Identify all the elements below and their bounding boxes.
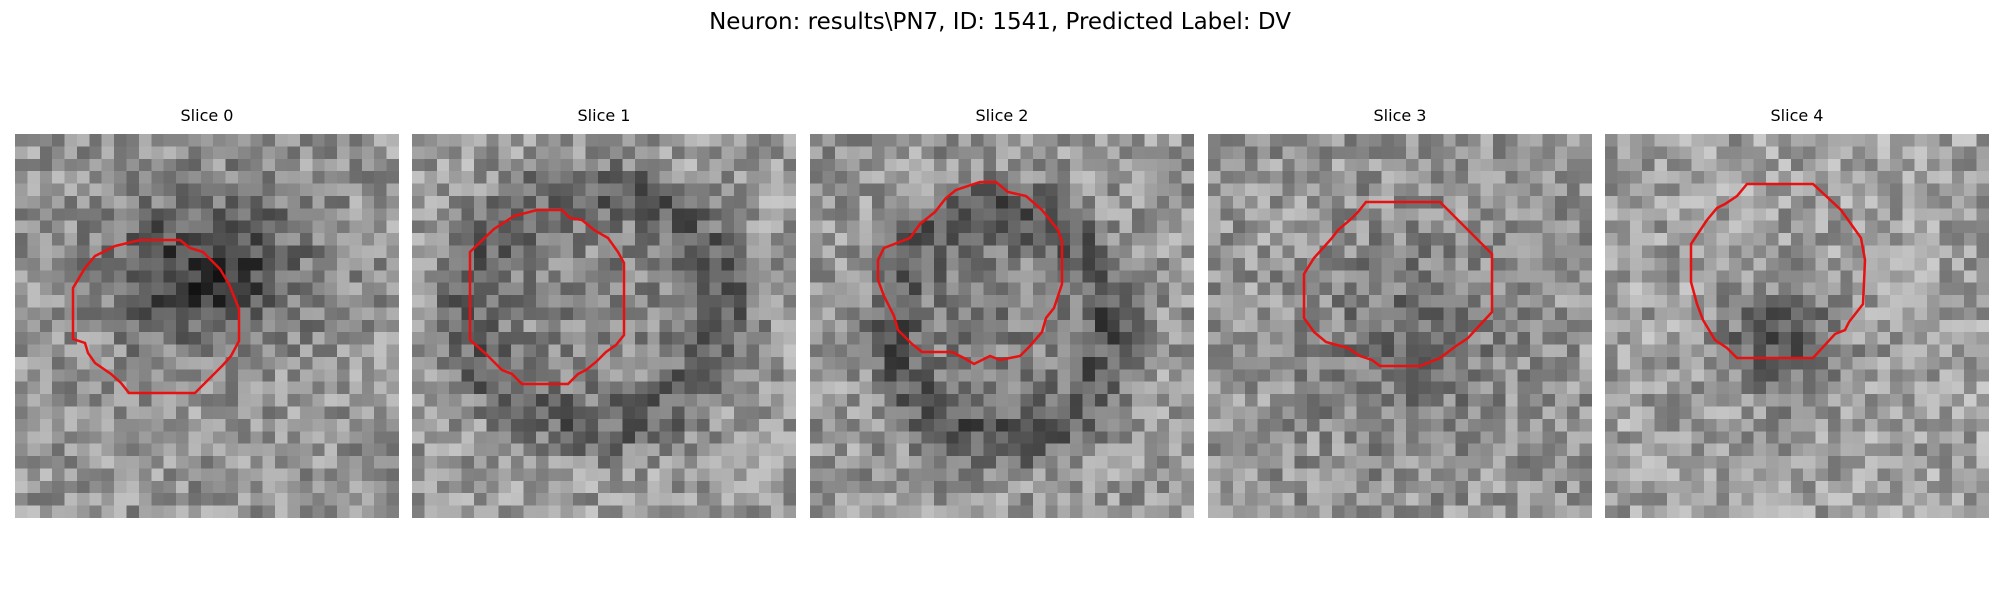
grayscale-image [1605,134,1989,518]
slice-panel-0: Slice 0 [15,106,399,518]
slice-title: Slice 0 [180,106,234,125]
contour-overlay [1302,200,1494,368]
slice-panel-4: Slice 4 [1605,106,1989,518]
grayscale-image [1208,134,1592,518]
grayscale-image [412,134,796,518]
slice-image [15,134,399,518]
slice-panel-2: Slice 2 [810,106,1194,518]
roi-contour [1689,182,1867,360]
roi-contour [1302,200,1494,368]
slice-image [1605,134,1989,518]
roi-contour [71,238,241,395]
slice-image [412,134,796,518]
slice-title: Slice 2 [975,106,1029,125]
contour-overlay [876,180,1064,366]
slice-image [810,134,1194,518]
contour-overlay [468,208,626,386]
roi-contour [876,180,1064,366]
contour-overlay [71,238,241,395]
slice-title: Slice 1 [577,106,631,125]
contour-overlay [1689,182,1867,360]
figure-title: Neuron: results\PN7, ID: 1541, Predicted… [709,9,1291,35]
grayscale-image [15,134,399,518]
slice-image [1208,134,1592,518]
roi-contour [468,208,626,386]
slice-title: Slice 3 [1373,106,1427,125]
grayscale-image [810,134,1194,518]
slice-title: Slice 4 [1770,106,1824,125]
slice-panel-1: Slice 1 [412,106,796,518]
slice-panel-3: Slice 3 [1208,106,1592,518]
